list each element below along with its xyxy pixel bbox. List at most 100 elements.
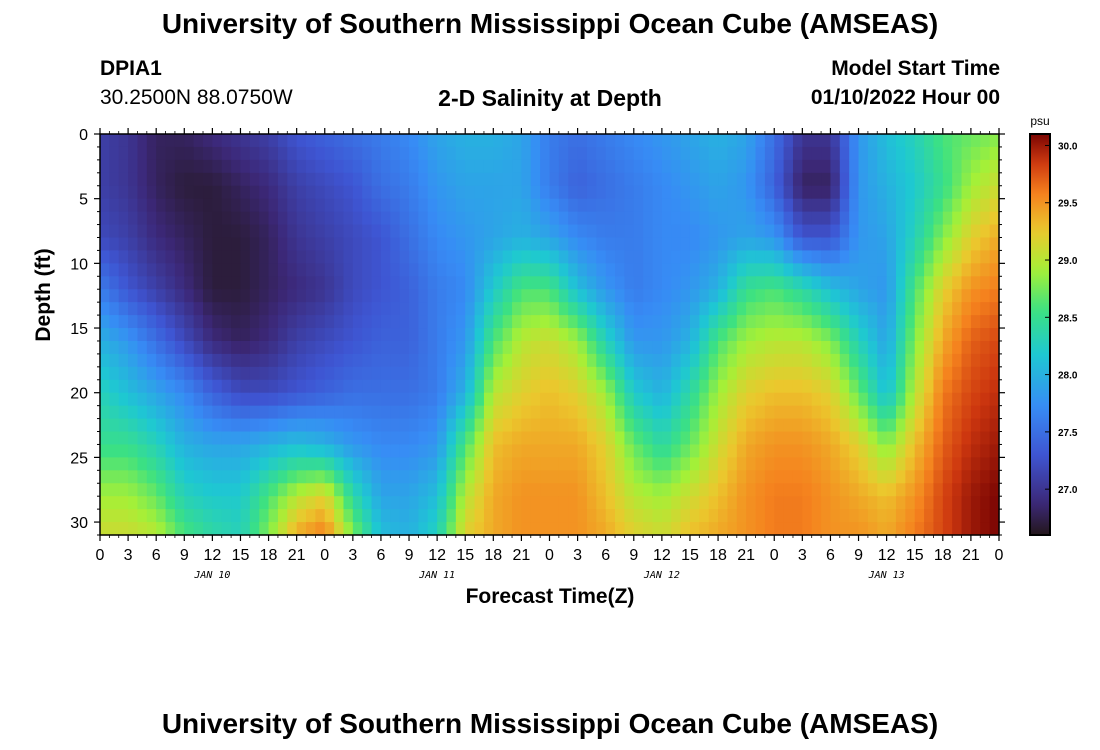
heatmap-cell [100,522,110,536]
heatmap-cell [371,224,382,239]
heatmap-cell [474,470,485,484]
heatmap-cell [268,159,279,174]
heatmap-cell [914,457,925,471]
heatmap-cell [437,250,448,264]
heatmap-cell [568,392,579,407]
heatmap-cell [203,379,213,394]
heatmap-cell [914,483,925,497]
heatmap-cell [661,353,672,368]
heatmap-cell [362,483,373,497]
heatmap-cell [689,250,700,264]
heatmap-cell [352,509,363,523]
heatmap-cell [933,522,944,536]
heatmap-cell [277,198,288,213]
heatmap-cell [746,315,757,329]
heatmap-cell [633,263,644,277]
heatmap-cell [605,263,616,277]
heatmap-cell [774,366,785,381]
heatmap-cell [221,483,232,497]
heatmap-cell [736,263,747,277]
heatmap-cell [783,366,794,381]
heatmap-cell [109,431,120,446]
heatmap-cell [830,276,841,290]
x-tick-label: 18 [484,547,502,564]
heatmap-cell [502,431,513,446]
heatmap-cell [746,198,757,213]
heatmap-cell [296,276,307,290]
heatmap-cell [128,483,139,497]
heatmap-cell [961,431,972,446]
heatmap-cell [783,134,794,148]
heatmap-cell [137,353,148,368]
heatmap-cell [109,276,120,290]
heatmap-cell [221,185,232,200]
heatmap-cell [174,366,185,381]
heatmap-cell [736,392,747,407]
heatmap-cell [867,289,878,303]
heatmap-cell [455,340,466,355]
heatmap-cell [530,134,541,148]
heatmap-cell [942,431,953,446]
heatmap-cell [287,172,298,187]
heatmap-cell [118,198,129,213]
heatmap-cell [399,340,410,355]
heatmap-cell [718,496,729,510]
heatmap-cell [633,302,644,316]
heatmap-cell [774,146,785,161]
heatmap-cell [652,483,663,497]
heatmap-cell [512,483,522,497]
heatmap-cell [905,224,916,239]
heatmap-cell [128,470,139,484]
heatmap-cell [615,302,626,316]
heatmap-cell [418,470,429,484]
heatmap-cell [371,250,382,264]
heatmap-cell [249,276,260,290]
heatmap-cell [259,146,270,161]
heatmap-cell [624,392,635,407]
heatmap-cell [624,289,635,303]
heatmap-cell [811,457,822,471]
heatmap-cell [165,353,176,368]
heatmap-cell [418,328,429,342]
heatmap-cell [558,353,569,368]
heatmap-cell [755,250,766,264]
heatmap-cell [727,263,738,277]
heatmap-cell [231,250,242,264]
heatmap-cell [418,276,429,290]
heatmap-cell [521,289,532,303]
heatmap-cell [764,302,775,316]
heatmap-cell [512,198,522,213]
heatmap-cell [586,496,597,510]
heatmap-cell [586,340,597,355]
heatmap-cell [867,418,878,433]
heatmap-cell [474,405,485,420]
heatmap-cell [483,392,494,407]
heatmap-cell [474,379,485,394]
heatmap-cell [699,470,710,484]
heatmap-cell [334,185,345,200]
heatmap-cell [652,470,663,484]
heatmap-cell [512,185,522,200]
heatmap-cell [502,483,513,497]
heatmap-cell [315,237,326,252]
heatmap-cell [708,134,719,148]
heatmap-cell [671,509,682,523]
heatmap-cell [942,185,953,200]
heatmap-cell [306,211,316,226]
heatmap-cell [849,146,860,161]
heatmap-cell [577,172,588,187]
heatmap-cell [193,444,204,458]
heatmap-cell [193,418,204,433]
heatmap-cell [746,146,757,161]
heatmap-cell [390,302,401,316]
heatmap-cell [249,496,260,510]
heatmap-cell [708,302,719,316]
heatmap-cell [446,302,457,316]
heatmap-cell [249,302,260,316]
heatmap-cell [952,289,963,303]
heatmap-cell [643,134,654,148]
heatmap-cell [970,405,981,420]
heatmap-cell [371,315,382,329]
heatmap-cell [624,172,635,187]
heatmap-cell [493,134,504,148]
